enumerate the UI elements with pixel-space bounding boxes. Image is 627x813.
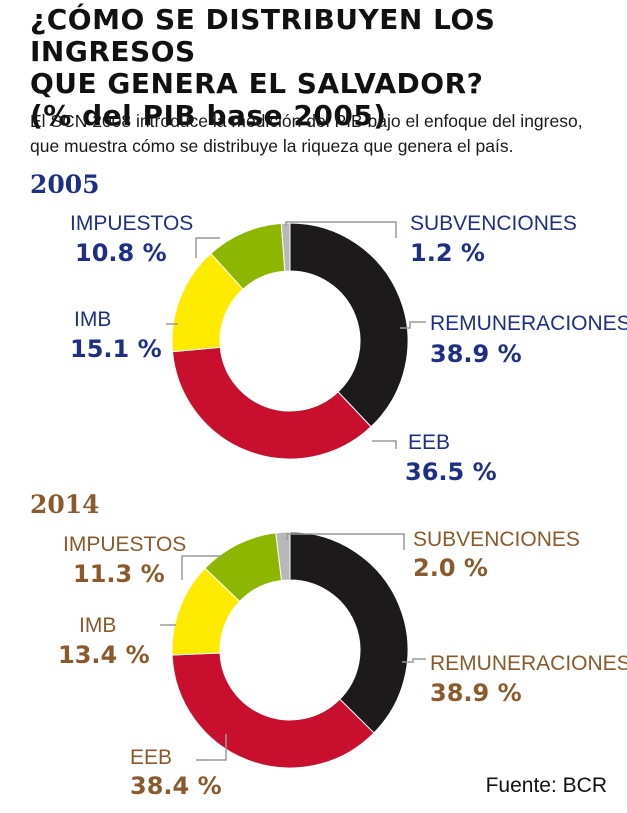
leader-line-6 xyxy=(286,533,405,550)
leader-lines xyxy=(160,221,426,761)
value-imb-2005: 15.1 % xyxy=(70,335,162,363)
label-subvenciones-2005: SUBVENCIONES xyxy=(410,212,577,235)
subtitle-line-2: que muestra cómo se distribuye la riquez… xyxy=(30,136,514,156)
slice-remuneraciones-2014 xyxy=(289,531,409,734)
value-remuneraciones-2014: 38.9 % xyxy=(430,679,522,707)
label-imb-2005: IMB xyxy=(74,308,112,331)
label-remuneraciones-2005: REMUNERACIONES xyxy=(430,312,627,335)
donut-2005 xyxy=(171,222,409,460)
value-eeb-2014: 38.4 % xyxy=(130,772,222,800)
label-imb-2014: IMB xyxy=(79,614,117,637)
chart-subtitle: El SCN 2008 introduce la medición del PI… xyxy=(30,109,620,159)
value-impuestos-2005: 10.8 % xyxy=(75,239,167,267)
year-2014-title: 2014 xyxy=(30,490,100,519)
value-imb-2014: 13.4 % xyxy=(58,641,150,669)
chart-title: ¿CÓMO SE DISTRIBUYEN LOS INGRESOS QUE GE… xyxy=(30,4,620,132)
leader-line-5 xyxy=(181,555,222,580)
slice-subvenciones-2014 xyxy=(275,531,291,582)
label-subvenciones-2014: SUBVENCIONES xyxy=(413,528,580,551)
leader-line-8 xyxy=(402,658,426,663)
label-impuestos-2014: IMPUESTOS xyxy=(63,533,187,556)
subtitle-line-1: El SCN 2008 introduce la medición del PI… xyxy=(30,111,583,131)
title-line-2: QUE GENERA EL SALVADOR? xyxy=(30,67,484,100)
value-subvenciones-2005: 1.2 % xyxy=(410,239,485,267)
title-line-3: (% del PIB base 2005) xyxy=(30,99,387,132)
title-line-1: ¿CÓMO SE DISTRIBUYEN LOS INGRESOS xyxy=(30,3,496,68)
leader-line-9 xyxy=(196,734,227,761)
label-remuneraciones-2014: REMUNERACIONES xyxy=(430,652,627,675)
leader-line-4 xyxy=(372,440,397,449)
slice-eeb-2005 xyxy=(171,346,372,460)
source-credit: Fuente: BCR xyxy=(485,774,607,797)
label-impuestos-2005: IMPUESTOS xyxy=(70,212,194,235)
slice-subvenciones-2005 xyxy=(280,222,291,272)
value-eeb-2005: 36.5 % xyxy=(405,458,497,486)
value-impuestos-2014: 11.3 % xyxy=(73,560,165,588)
label-eeb-2014: EEB xyxy=(130,746,173,769)
leader-line-3 xyxy=(400,321,426,329)
label-eeb-2005: EEB xyxy=(408,431,451,454)
value-subvenciones-2014: 2.0 % xyxy=(413,554,488,582)
donut-2014 xyxy=(171,531,409,769)
slice-eeb-2014 xyxy=(171,652,375,769)
year-2005-title: 2005 xyxy=(30,170,100,199)
leader-line-0 xyxy=(195,237,220,258)
value-remuneraciones-2005: 38.9 % xyxy=(430,340,522,368)
slice-remuneraciones-2005 xyxy=(289,222,409,428)
leader-line-1 xyxy=(285,221,397,238)
